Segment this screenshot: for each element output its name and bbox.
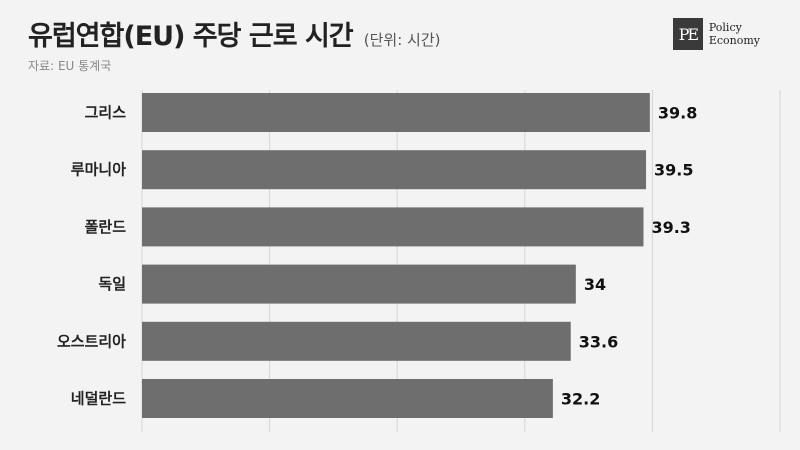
bar xyxy=(142,93,650,132)
source-note: 자료: EU 통계국 xyxy=(28,59,112,73)
bar xyxy=(142,321,571,361)
value-label: 39.5 xyxy=(654,161,693,180)
bar xyxy=(142,379,553,418)
value-label: 34 xyxy=(584,275,606,294)
value-label: 39.8 xyxy=(658,104,697,123)
category-label: 그리스 xyxy=(85,104,127,122)
chart-header: 유럽연합(EU) 주당 근로 시간 (단위: 시간) 자료: EU 통계국 xyxy=(28,14,440,74)
logo-line-2: Economy xyxy=(708,34,760,47)
bar xyxy=(142,150,647,190)
value-label: 32.2 xyxy=(561,390,600,409)
bar xyxy=(142,264,576,304)
category-label: 독일 xyxy=(98,275,126,293)
brand-logo: PE Policy Economy xyxy=(672,18,760,50)
logo-mark: PE xyxy=(672,18,703,50)
bar xyxy=(142,207,644,247)
category-label: 루마니아 xyxy=(71,161,126,179)
value-label: 39.3 xyxy=(651,218,690,237)
category-label: 오스트리아 xyxy=(57,332,126,350)
chart-title: 유럽연합(EU) 주당 근로 시간 xyxy=(28,21,354,52)
category-label: 폴란드 xyxy=(85,218,127,236)
category-label: 네덜란드 xyxy=(71,390,126,408)
value-label: 33.6 xyxy=(579,332,618,351)
unit-label: (단위: 시간) xyxy=(363,31,441,49)
logo-line-1: Policy xyxy=(708,21,742,34)
